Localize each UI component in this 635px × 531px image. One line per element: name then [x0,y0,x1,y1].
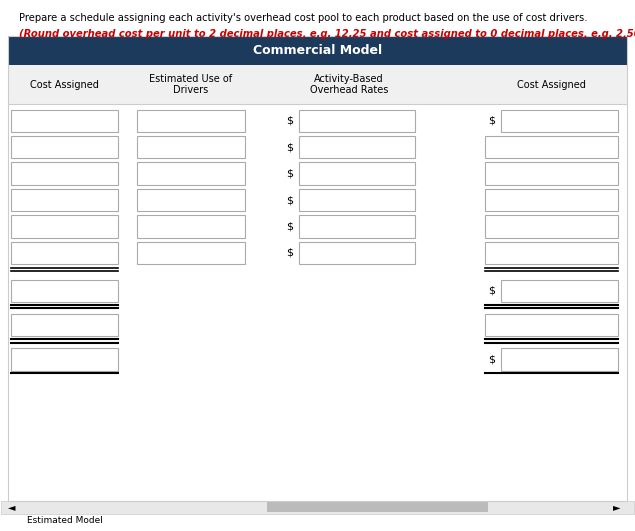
FancyBboxPatch shape [485,189,618,211]
Text: $: $ [488,355,495,364]
FancyBboxPatch shape [137,110,245,132]
FancyBboxPatch shape [298,110,415,132]
FancyBboxPatch shape [485,136,618,158]
FancyBboxPatch shape [11,110,118,132]
Text: $: $ [286,195,293,205]
FancyBboxPatch shape [11,314,118,336]
Text: ►: ► [613,502,621,512]
FancyBboxPatch shape [11,136,118,158]
FancyBboxPatch shape [11,162,118,185]
Text: (Round overhead cost per unit to 2 decimal places, e.g. 12.25 and cost assigned : (Round overhead cost per unit to 2 decim… [19,29,635,39]
FancyBboxPatch shape [137,162,245,185]
Text: $: $ [488,116,495,126]
Text: ◄: ◄ [8,502,15,512]
FancyBboxPatch shape [485,162,618,185]
FancyBboxPatch shape [11,348,118,371]
FancyBboxPatch shape [137,242,245,264]
FancyBboxPatch shape [485,215,618,237]
Text: $: $ [286,142,293,152]
Text: Commercial Model: Commercial Model [253,44,382,57]
Text: $: $ [286,116,293,126]
Text: Cost Assigned: Cost Assigned [517,80,586,90]
FancyBboxPatch shape [485,314,618,336]
Text: $: $ [286,221,293,232]
Text: Activity-Based
Overhead Rates: Activity-Based Overhead Rates [310,74,388,96]
FancyBboxPatch shape [501,280,618,302]
FancyBboxPatch shape [8,36,627,65]
FancyBboxPatch shape [298,242,415,264]
Text: Estimated Use of
Drivers: Estimated Use of Drivers [149,74,232,96]
Text: $: $ [286,168,293,178]
Text: $: $ [488,286,495,296]
FancyBboxPatch shape [1,501,634,514]
FancyBboxPatch shape [485,242,618,264]
Text: $: $ [286,248,293,258]
Text: Estimated Model: Estimated Model [27,516,103,525]
FancyBboxPatch shape [298,189,415,211]
FancyBboxPatch shape [8,65,627,105]
FancyBboxPatch shape [11,215,118,237]
FancyBboxPatch shape [298,136,415,158]
FancyBboxPatch shape [267,502,488,512]
FancyBboxPatch shape [137,189,245,211]
Text: Prepare a schedule assigning each activity's overhead cost pool to each product : Prepare a schedule assigning each activi… [19,13,587,23]
FancyBboxPatch shape [501,110,618,132]
FancyBboxPatch shape [298,162,415,185]
FancyBboxPatch shape [501,348,618,371]
FancyBboxPatch shape [137,136,245,158]
FancyBboxPatch shape [137,215,245,237]
FancyBboxPatch shape [11,280,118,302]
FancyBboxPatch shape [11,189,118,211]
FancyBboxPatch shape [298,215,415,237]
Text: Cost Assigned: Cost Assigned [30,80,99,90]
FancyBboxPatch shape [11,242,118,264]
